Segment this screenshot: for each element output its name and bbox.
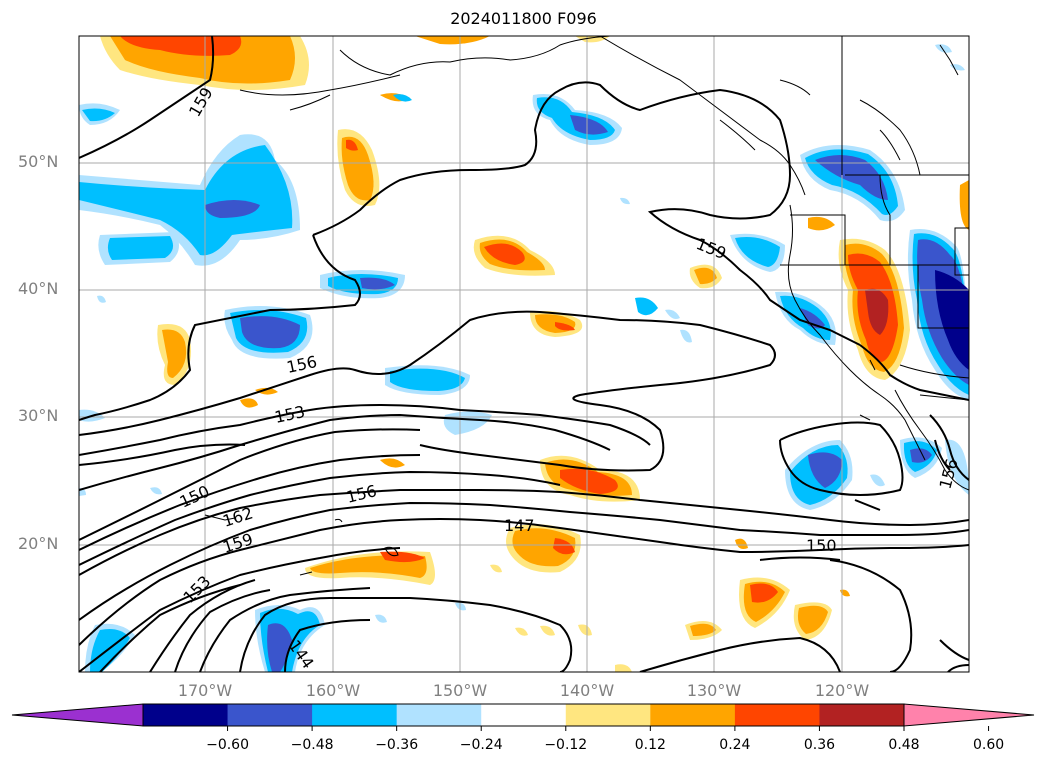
latitude-label: 30°N bbox=[18, 406, 59, 425]
longitude-label: 130°W bbox=[686, 681, 742, 700]
coastlines bbox=[204, 36, 969, 576]
colorbar-right-extension bbox=[903, 703, 1035, 727]
colorbar-swatch bbox=[565, 704, 651, 726]
colorbar-tick-label: 0.12 bbox=[634, 737, 666, 753]
colorbar-tick-label: −0.24 bbox=[459, 737, 503, 753]
colorbar-tick-label: 0.24 bbox=[719, 737, 751, 753]
longitude-label: 150°W bbox=[432, 681, 488, 700]
longitude-label: 170°W bbox=[177, 681, 233, 700]
map-frame bbox=[78, 35, 970, 673]
colorbar-frame bbox=[142, 703, 905, 727]
colorbar-swatch bbox=[227, 704, 313, 726]
longitude-label: 140°W bbox=[559, 681, 615, 700]
colorbar-tick-label: −0.48 bbox=[290, 737, 334, 753]
latitude-label: 20°N bbox=[18, 534, 59, 553]
longitude-label: 120°W bbox=[814, 681, 870, 700]
colorbar-swatch bbox=[819, 704, 905, 726]
colorbar-swatch bbox=[143, 704, 229, 726]
colorbar-swatch bbox=[481, 704, 567, 726]
colorbar-tick-label: −0.12 bbox=[544, 737, 588, 753]
map-title: 2024011800 F096 bbox=[450, 9, 597, 28]
colorbar-tick-label: −0.60 bbox=[206, 737, 249, 753]
colorbar-tick-label: 0.36 bbox=[803, 737, 836, 753]
colorbar-left-extension bbox=[11, 703, 144, 727]
colorbar-swatch bbox=[650, 704, 736, 726]
colorbar-tick-label: 0.60 bbox=[972, 737, 1005, 753]
height-contours bbox=[79, 36, 969, 672]
shaded-field bbox=[79, 36, 969, 672]
contour-label: 147 bbox=[504, 516, 535, 535]
latitude-label: 40°N bbox=[18, 279, 59, 298]
colorbar-tick-label: −0.36 bbox=[375, 737, 419, 753]
colorbar-tick-label: 0.48 bbox=[888, 737, 920, 753]
latitude-label: 50°N bbox=[18, 152, 59, 171]
colorbar-swatch bbox=[734, 704, 820, 726]
map-field: 159 159 156 153 150 162 159 156 147 150 … bbox=[79, 36, 969, 672]
contour-label: 150 bbox=[806, 536, 837, 555]
colorbar-swatch bbox=[312, 704, 398, 726]
colorbar bbox=[11, 703, 1035, 731]
colorbar-swatch bbox=[396, 704, 482, 726]
longitude-label: 160°W bbox=[305, 681, 361, 700]
